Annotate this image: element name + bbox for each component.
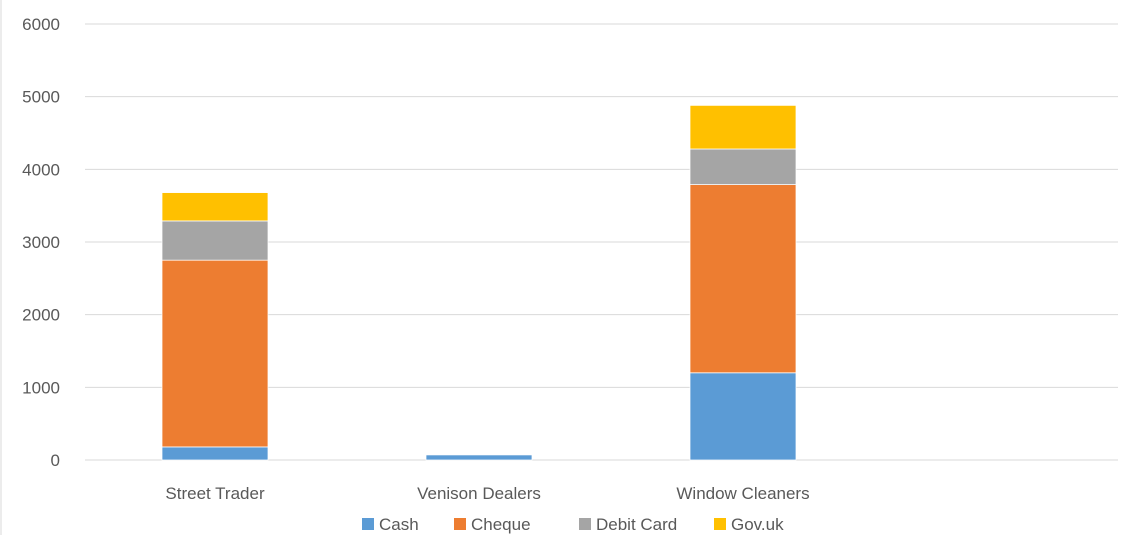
legend-label: Debit Card [596, 515, 677, 534]
bar-segment [161, 259, 269, 448]
y-tick-label: 0 [51, 451, 60, 470]
legend-swatch [362, 518, 374, 530]
x-category-label: Street Trader [165, 484, 265, 503]
y-tick-label: 1000 [22, 378, 60, 397]
y-tick-label: 3000 [22, 233, 60, 252]
y-tick-label: 2000 [22, 306, 60, 325]
bar-segment [161, 192, 269, 222]
bar-segment [161, 220, 269, 261]
y-tick-label: 6000 [22, 15, 60, 34]
legend-swatch [579, 518, 591, 530]
x-axis: Street Trader Venison Dealers Window Clean… [165, 484, 809, 503]
x-category-label: Venison Dealers [417, 484, 541, 503]
legend-swatch [714, 518, 726, 530]
bar-segment [689, 148, 797, 185]
bar-segment [689, 105, 797, 150]
legend: Cash Cheque Debit Card Gov.uk [362, 515, 784, 534]
bar-segment [161, 446, 269, 461]
bar-segment [689, 184, 797, 374]
bars [161, 105, 797, 461]
bar-segment [425, 454, 533, 461]
bar-segment [689, 372, 797, 461]
y-tick-label: 5000 [22, 88, 60, 107]
legend-label: Gov.uk [731, 515, 784, 534]
legend-swatch [454, 518, 466, 530]
legend-label: Cash [379, 515, 419, 534]
legend-label: Cheque [471, 515, 531, 534]
y-tick-label: 4000 [22, 160, 60, 179]
x-category-label: Window Cleaners [676, 484, 809, 503]
y-axis: 0 1000 2000 3000 4000 5000 6000 [22, 15, 60, 470]
